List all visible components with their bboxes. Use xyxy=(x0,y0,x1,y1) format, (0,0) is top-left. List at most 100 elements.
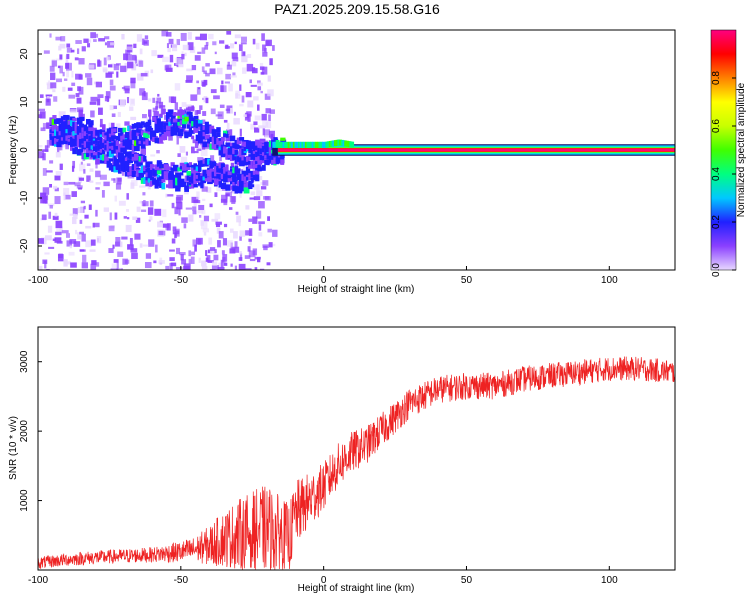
spectrogram-noise-cell xyxy=(263,245,268,251)
spectrogram-noise-cell xyxy=(77,107,84,113)
spectrogram-ridge-cell xyxy=(266,159,270,166)
spectrogram-noise-cell xyxy=(65,194,71,200)
spectrogram-noise-cell xyxy=(201,209,206,215)
spectrogram-noise-cell xyxy=(162,223,170,228)
spectrogram-noise-cell xyxy=(262,51,268,57)
spectrogram-noise-cell xyxy=(142,192,146,196)
spectrogram-ridge-cell xyxy=(133,145,140,152)
spectrogram-ridge-cell xyxy=(213,166,218,172)
spectrogram-noise-cell xyxy=(81,233,86,242)
spectrogram-noise-cell xyxy=(264,196,271,201)
spectrogram-noise-cell xyxy=(130,81,136,89)
spectrogram-noise-cell xyxy=(258,141,266,145)
spectrogram-noise-cell xyxy=(74,57,79,61)
spectrogram-ridge-cell xyxy=(83,135,88,140)
spectrogram-noise-cell xyxy=(235,90,240,96)
spectrogram-noise-cell xyxy=(131,252,138,259)
spectrogram-noise-cell xyxy=(219,104,225,108)
spectrogram-noise-cell xyxy=(196,87,201,95)
spectrogram-ridge-cell xyxy=(133,164,140,171)
spectrogram-noise-cell xyxy=(247,246,251,252)
spectrogram-ridge-cell xyxy=(163,122,170,128)
spectrogram-noise-cell xyxy=(230,162,234,167)
spectrogram-noise-cell xyxy=(79,231,84,235)
spectrogram-ridge-cell xyxy=(172,118,179,124)
spectrogram-noise-cell xyxy=(166,43,170,49)
spectrogram-ridge-cell xyxy=(216,127,221,132)
spectrogram-ridge-cell xyxy=(159,162,163,169)
spectrogram-noise-cell xyxy=(238,263,246,270)
spectrogram-noise-cell xyxy=(244,230,252,236)
spectrogram-ridge-cell xyxy=(131,144,137,152)
spectrogram-noise-cell xyxy=(75,73,82,80)
spectrogram-noise-cell xyxy=(109,79,114,86)
spectrogram-ridge-cell xyxy=(259,138,266,142)
spectrogram-noise-cell xyxy=(42,199,47,204)
spectrogram-noise-cell xyxy=(126,96,130,104)
spectrogram-noise-cell xyxy=(227,61,230,67)
spectrogram-noise-cell xyxy=(105,91,111,99)
spectrogram-noise-cell xyxy=(165,265,170,270)
spectrogram-noise-cell xyxy=(188,258,192,264)
spectrogram-ridge-cell xyxy=(209,125,215,130)
spectrogram-ridge-cell xyxy=(152,136,157,142)
spectrogram-ridge-cell xyxy=(108,137,114,143)
spectrogram-noise-cell xyxy=(204,44,209,50)
spectrogram-ridge-cell xyxy=(252,144,259,152)
spectrogram-noise-cell xyxy=(262,119,269,128)
spectrogram-noise-cell xyxy=(113,64,120,71)
spectrogram-ridge-cell xyxy=(165,166,172,170)
spectrogram-noise-cell xyxy=(141,201,149,207)
spectrogram-ridge-cell xyxy=(101,144,106,148)
spectrogram-ridge-cell xyxy=(56,134,61,139)
spectrogram-y-ticks: -20 -10 0 10 20 xyxy=(19,48,42,253)
spectrogram-noise-cell xyxy=(245,205,250,210)
spectrogram-noise-cell xyxy=(152,97,156,103)
spectrogram-noise-cell xyxy=(165,193,168,198)
spectrogram-ridge-cell xyxy=(147,119,152,126)
spectrogram-ridge-cell xyxy=(179,109,183,114)
spectrogram-noise-cell xyxy=(186,68,193,72)
spectrogram-ridge-cell xyxy=(113,128,117,133)
spectrogram-noise-cell xyxy=(44,260,47,269)
spectrogram-noise-cell xyxy=(215,224,221,228)
spectrogram-noise-cell xyxy=(53,96,58,102)
spectrogram-noise-cell xyxy=(111,122,115,129)
spectrogram-ridge-cell xyxy=(232,173,237,180)
spectrogram-bump-cell xyxy=(313,141,317,148)
spectrogram-noise-cell xyxy=(152,107,158,113)
spectrogram-ridge-cell xyxy=(197,124,203,130)
spectrogram-noise-cell xyxy=(196,148,202,151)
spectrogram-ridge-cell xyxy=(280,137,286,141)
spectrogram-ridge-cell xyxy=(115,163,120,169)
spectrogram-ridge-cell xyxy=(207,138,213,143)
spectrogram-noise-cell xyxy=(127,61,134,69)
spectrogram-noise-cell xyxy=(45,98,51,106)
spectrogram-noise-cell xyxy=(201,119,206,125)
spectrogram-ridge-cell xyxy=(115,140,120,147)
spectrogram-noise-cell xyxy=(114,212,118,220)
spectrogram-noise-cell xyxy=(257,82,263,86)
spectrogram-noise-cell xyxy=(196,191,200,200)
spectrogram-noise-cell xyxy=(245,92,252,98)
spectrogram-noise-cell xyxy=(187,32,192,40)
spectrogram-noise-cell xyxy=(48,246,55,249)
spectrogram-ridge-cell xyxy=(152,132,157,137)
spectrogram-noise-cell xyxy=(249,241,252,246)
spectrogram-noise-cell xyxy=(200,220,204,226)
spectrogram-ridge-cell xyxy=(147,167,153,172)
spectrogram-bump-cell xyxy=(332,140,336,147)
spectrogram-noise-cell xyxy=(52,115,57,120)
spectrogram-noise-cell xyxy=(202,81,206,87)
spectrogram-ridge-cell xyxy=(95,147,99,152)
spectrogram-noise-cell xyxy=(63,188,70,196)
spectrogram-noise-cell xyxy=(139,48,143,55)
spectrogram-noise-cell xyxy=(40,127,46,132)
spectrogram-noise-cell xyxy=(193,203,197,207)
spectrogram-noise-cell xyxy=(71,82,76,86)
spectrogram-ridge-cell xyxy=(197,119,203,124)
spectrogram-ridge-cell xyxy=(154,124,159,130)
spectrogram-ridge-cell xyxy=(92,140,97,144)
spectrogram-ridge-cell xyxy=(179,129,184,133)
spectrogram-bump-cell xyxy=(296,141,300,148)
